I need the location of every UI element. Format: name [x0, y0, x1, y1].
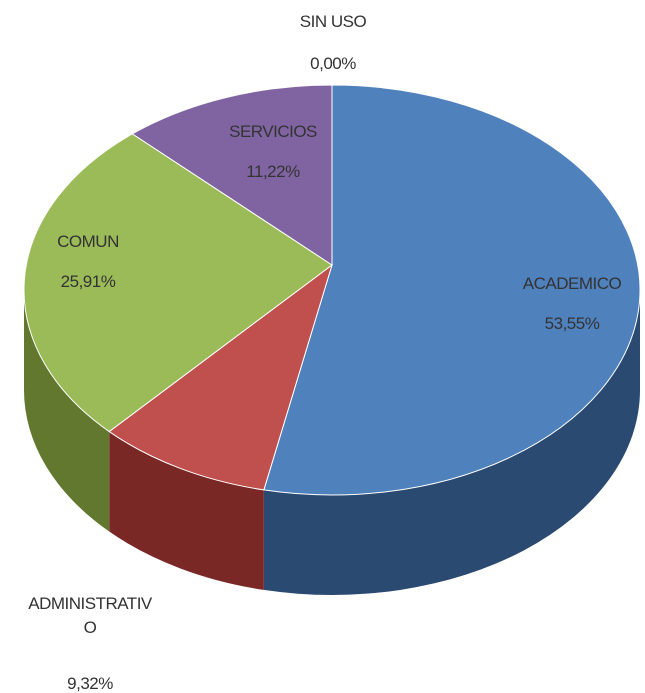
slice-label: ADMINISTRATIVO [28, 594, 152, 637]
value-label: 9,32% [67, 674, 113, 693]
slice-side [24, 290, 110, 532]
slice [263, 84, 641, 496]
slice-label: ACADEMICO [522, 274, 622, 293]
slice-side [263, 290, 640, 595]
slice-label: COMUN [57, 232, 119, 251]
value-label: 0,00% [310, 54, 356, 73]
slice-label: SIN USO [299, 12, 367, 31]
slice [131, 84, 333, 266]
slice [108, 263, 333, 491]
slice-label: SERVICIOS [229, 122, 317, 141]
slice-side [109, 431, 264, 590]
value-label: 25,91% [60, 272, 116, 291]
slice [23, 133, 333, 433]
value-label: 53,55% [544, 314, 600, 333]
value-label: 11,22% [246, 162, 300, 181]
